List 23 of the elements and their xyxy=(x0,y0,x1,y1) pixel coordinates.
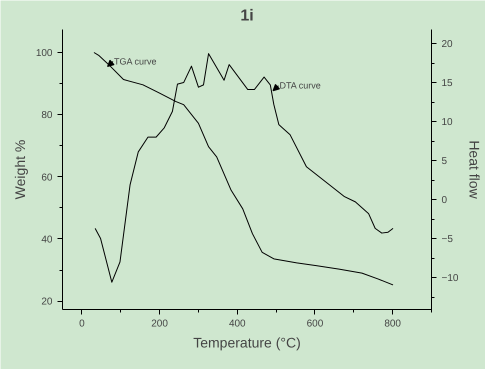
y-tick-label: 60 xyxy=(41,172,53,184)
y-tick-label: 80 xyxy=(41,110,53,122)
x-axis-title: Temperature (°C) xyxy=(193,334,301,350)
y-tick-label: 20 xyxy=(41,296,53,308)
x-tick-label: 600 xyxy=(306,318,324,330)
y-axis-title: Weight % xyxy=(12,140,28,200)
chart-title: 1i xyxy=(240,8,254,24)
y-tick-label: 100 xyxy=(36,48,53,59)
y-tick-label: 40 xyxy=(41,234,53,246)
x-tick-label: 400 xyxy=(228,318,246,330)
y2-tick-label: 20 xyxy=(442,39,454,50)
x-tick-label: 200 xyxy=(151,318,168,330)
y2-tick-label: −5 xyxy=(442,234,454,246)
y2-axis-title: Heat flow xyxy=(466,140,482,200)
x-tick-label: 800 xyxy=(384,318,402,330)
y2-tick-label: 5 xyxy=(442,156,448,168)
x-tick-label: 0 xyxy=(79,318,86,330)
annotation: DTA curve xyxy=(279,80,321,91)
y2-tick-label: 10 xyxy=(442,117,454,128)
annotation: TGA curve xyxy=(114,56,157,67)
y2-tick-label: −10 xyxy=(442,273,459,284)
y2-tick-label: 0 xyxy=(442,195,448,206)
y2-tick-label: 15 xyxy=(442,78,454,90)
